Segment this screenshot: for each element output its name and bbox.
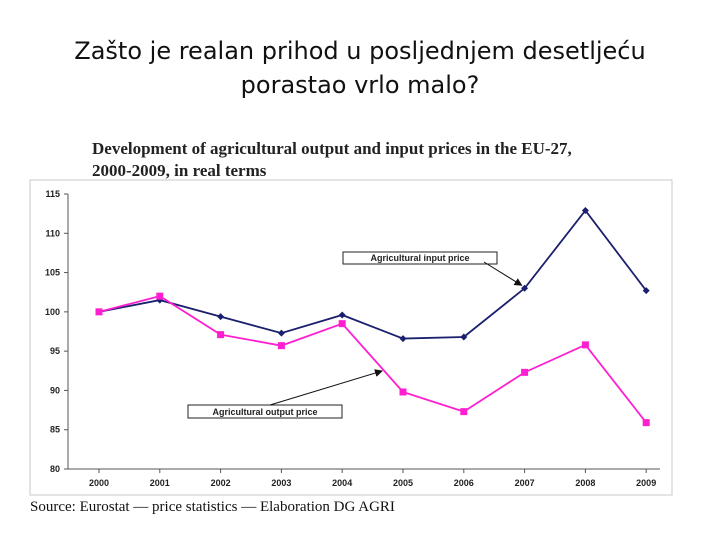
data-point	[521, 368, 529, 376]
data-point	[642, 287, 650, 295]
chart-title: Development of agricultural output and i…	[92, 138, 692, 182]
data-point	[338, 320, 346, 328]
source-note: Source: Eurostat — price statistics — El…	[30, 499, 395, 515]
slide-title: Zašto je realan prihod u posljednjem des…	[60, 34, 660, 102]
data-point	[217, 313, 225, 321]
annotation-box	[342, 251, 498, 265]
y-tick-label: 110	[45, 228, 60, 238]
annotation-label: Agricultural input price	[370, 253, 469, 263]
data-point	[460, 408, 468, 416]
annotation-input-price: Agricultural input price	[342, 251, 523, 286]
data-point	[156, 292, 164, 300]
y-tick-label: 85	[50, 425, 60, 435]
y-tick-label: 105	[45, 268, 60, 278]
data-point	[277, 329, 285, 337]
annotation-arrow	[483, 261, 523, 286]
data-point	[95, 308, 103, 316]
annotation-label: Agricultural output price	[212, 407, 317, 417]
x-tick-label: 2005	[393, 478, 413, 488]
data-point	[399, 335, 407, 343]
x-tick-label: 2001	[150, 478, 170, 488]
data-point	[581, 341, 589, 349]
x-tick-label: 2008	[575, 478, 595, 488]
chart-axes: 80 85 90 95 100 105 110 115 2000 2001 2002 2003 2004…	[45, 189, 660, 488]
y-tick-label: 80	[50, 464, 60, 474]
y-tick-label: 115	[45, 189, 60, 199]
data-point	[642, 419, 650, 427]
x-tick-label: 2000	[89, 478, 109, 488]
annotation-arrow	[269, 369, 383, 406]
x-tick-label: 2002	[211, 478, 231, 488]
data-point	[217, 331, 225, 339]
chart-title-line-2: 2000-2009, in real terms	[92, 161, 267, 180]
chart-title-line-1: Development of agricultural output and i…	[92, 139, 572, 158]
slide-title-line-1: Zašto je realan prihod u posljednjem des…	[74, 37, 646, 65]
y-tick-label: 100	[45, 307, 60, 317]
series-output-price	[95, 292, 650, 427]
annotation-output-price: Agricultural output price	[187, 369, 383, 419]
y-tick-label: 90	[50, 385, 60, 395]
data-point	[460, 333, 468, 341]
chart-annotations: Agricultural input price Agricultural out…	[187, 251, 523, 419]
x-tick-label: 2007	[515, 478, 535, 488]
x-tick-label: 2006	[454, 478, 474, 488]
data-point	[277, 342, 285, 350]
chart-frame	[29, 179, 673, 496]
chart-series	[95, 207, 650, 427]
slide-title-line-2: porastao vrlo malo?	[240, 71, 480, 99]
series-line	[98, 295, 647, 424]
data-point	[338, 311, 346, 319]
data-point	[581, 207, 589, 214]
x-tick-label: 2004	[332, 478, 352, 488]
data-point	[399, 388, 407, 396]
x-tick-label: 2003	[271, 478, 291, 488]
series-line	[98, 209, 647, 340]
annotation-box	[187, 404, 343, 419]
data-point	[521, 284, 529, 292]
series-input-price	[95, 207, 650, 343]
y-tick-label: 95	[50, 346, 60, 356]
x-tick-label: 2009	[636, 478, 656, 488]
